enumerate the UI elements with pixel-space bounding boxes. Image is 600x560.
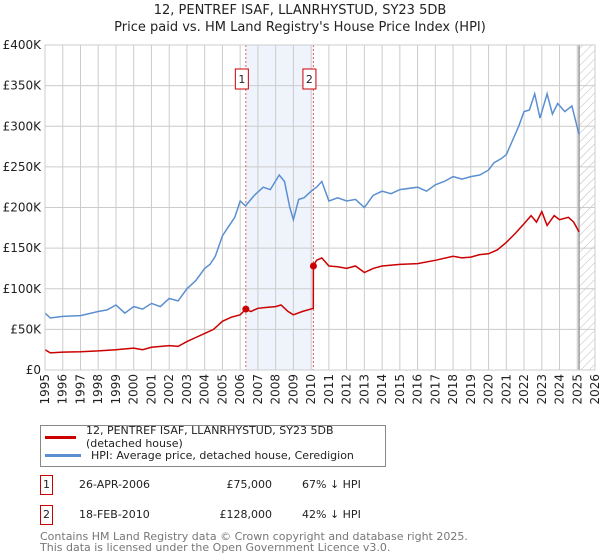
x-tick-label: 2018	[446, 374, 460, 405]
x-tick-label: 2003	[180, 374, 194, 405]
transaction-date: 26-APR-2006	[79, 478, 151, 491]
x-tick-label: 1997	[73, 374, 87, 405]
series-line	[44, 90, 580, 319]
legend: 12, PENTREF ISAF, LLANRHYSTUD, SY23 5DB …	[40, 424, 386, 467]
series-line	[44, 209, 580, 354]
y-tick-label: £350K	[3, 79, 43, 93]
x-tick-label: 1996	[56, 374, 70, 405]
marker-label: 1	[238, 73, 245, 86]
legend-item-hpi: HPI: Average price, detached house, Cere…	[45, 447, 354, 463]
y-tick-label: £50K	[10, 322, 42, 336]
y-tick-label: £300K	[3, 119, 43, 133]
x-tick-label: 2001	[144, 374, 158, 405]
legend-item-property: 12, PENTREF ISAF, LLANRHYSTUD, SY23 5DB …	[45, 424, 385, 450]
x-tick-label: 2016	[411, 374, 425, 405]
x-tick-label: 2021	[499, 374, 513, 405]
marker-badge: 1	[40, 475, 53, 495]
marker-label: 2	[306, 73, 313, 86]
x-tick-label: 2009	[286, 374, 300, 405]
marker-badge	[302, 68, 317, 90]
x-tick-label: 2023	[535, 374, 549, 405]
x-tick-label: 2002	[162, 374, 176, 405]
marker-badge	[234, 68, 249, 90]
footer: Contains HM Land Registry data © Crown c…	[40, 531, 468, 553]
legend-swatch-blue	[45, 453, 81, 457]
x-tick-label: 2022	[517, 374, 531, 405]
subtitle-line: Price paid vs. HM Land Registry's House …	[114, 20, 486, 35]
title-line: 12, PENTREF ISAF, LLANRHYSTUD, SY23 5DB	[153, 3, 447, 18]
footer-line: This data is licensed under the Open Gov…	[40, 541, 391, 554]
sale-point	[242, 305, 250, 313]
x-tick-label: 2012	[340, 374, 354, 405]
x-tick-label: 2017	[428, 374, 442, 405]
x-tick-label: 2014	[375, 374, 389, 405]
x-tick-label: 2020	[482, 374, 496, 405]
x-tick-label: 2025	[570, 374, 584, 405]
transaction-hpi: 67% ↓ HPI	[302, 478, 361, 491]
footer-line: Contains HM Land Registry data © Crown c…	[40, 530, 468, 543]
y-tick-label: £150K	[3, 241, 43, 255]
transaction-hpi: 42% ↓ HPI	[302, 508, 361, 521]
legend-label: 12, PENTREF ISAF, LLANRHYSTUD, SY23 5DB …	[85, 424, 334, 450]
x-tick-label: 1995	[38, 374, 52, 405]
y-tick-label: £250K	[3, 160, 43, 174]
x-tick-label: 2008	[269, 374, 283, 405]
x-tick-label: 1998	[91, 374, 105, 405]
x-tick-label: 2024	[553, 374, 567, 405]
y-tick-label: £100K	[3, 282, 43, 296]
x-tick-label: 2006	[233, 374, 247, 405]
marker-badge: 2	[40, 505, 53, 525]
x-tick-label: 2005	[215, 374, 229, 405]
x-tick-label: 2010	[304, 374, 318, 405]
y-tick-label: £200K	[3, 201, 43, 215]
x-tick-label: 1999	[109, 374, 123, 405]
sale-point	[309, 262, 317, 270]
legend-swatch-red	[45, 435, 76, 439]
transaction-date: 18-FEB-2010	[79, 508, 150, 521]
x-tick-label: 2007	[251, 374, 265, 405]
x-tick-label: 2019	[464, 374, 478, 405]
y-tick-label: £0	[26, 363, 41, 377]
price-chart: £0 £50K £100K £150K £200K £250K £300K £350K £400…	[3, 38, 600, 405]
chart-title: 12, PENTREF ISAF, LLANRHYSTUD, SY23 5DB …	[0, 2, 600, 36]
x-tick-label: 2026	[588, 374, 600, 405]
y-tick-label: £400K	[3, 38, 43, 52]
transaction-price: £75,000	[226, 478, 273, 491]
x-tick-label: 2000	[127, 374, 141, 405]
x-tick-label: 2013	[357, 374, 371, 405]
transaction-price: £128,000	[219, 508, 273, 521]
x-tick-label: 2015	[393, 374, 407, 405]
x-tick-label: 2004	[198, 374, 212, 405]
plot-frame	[44, 44, 596, 371]
legend-label: HPI: Average price, detached house, Cere…	[91, 448, 354, 462]
x-tick-label: 2011	[322, 374, 336, 405]
